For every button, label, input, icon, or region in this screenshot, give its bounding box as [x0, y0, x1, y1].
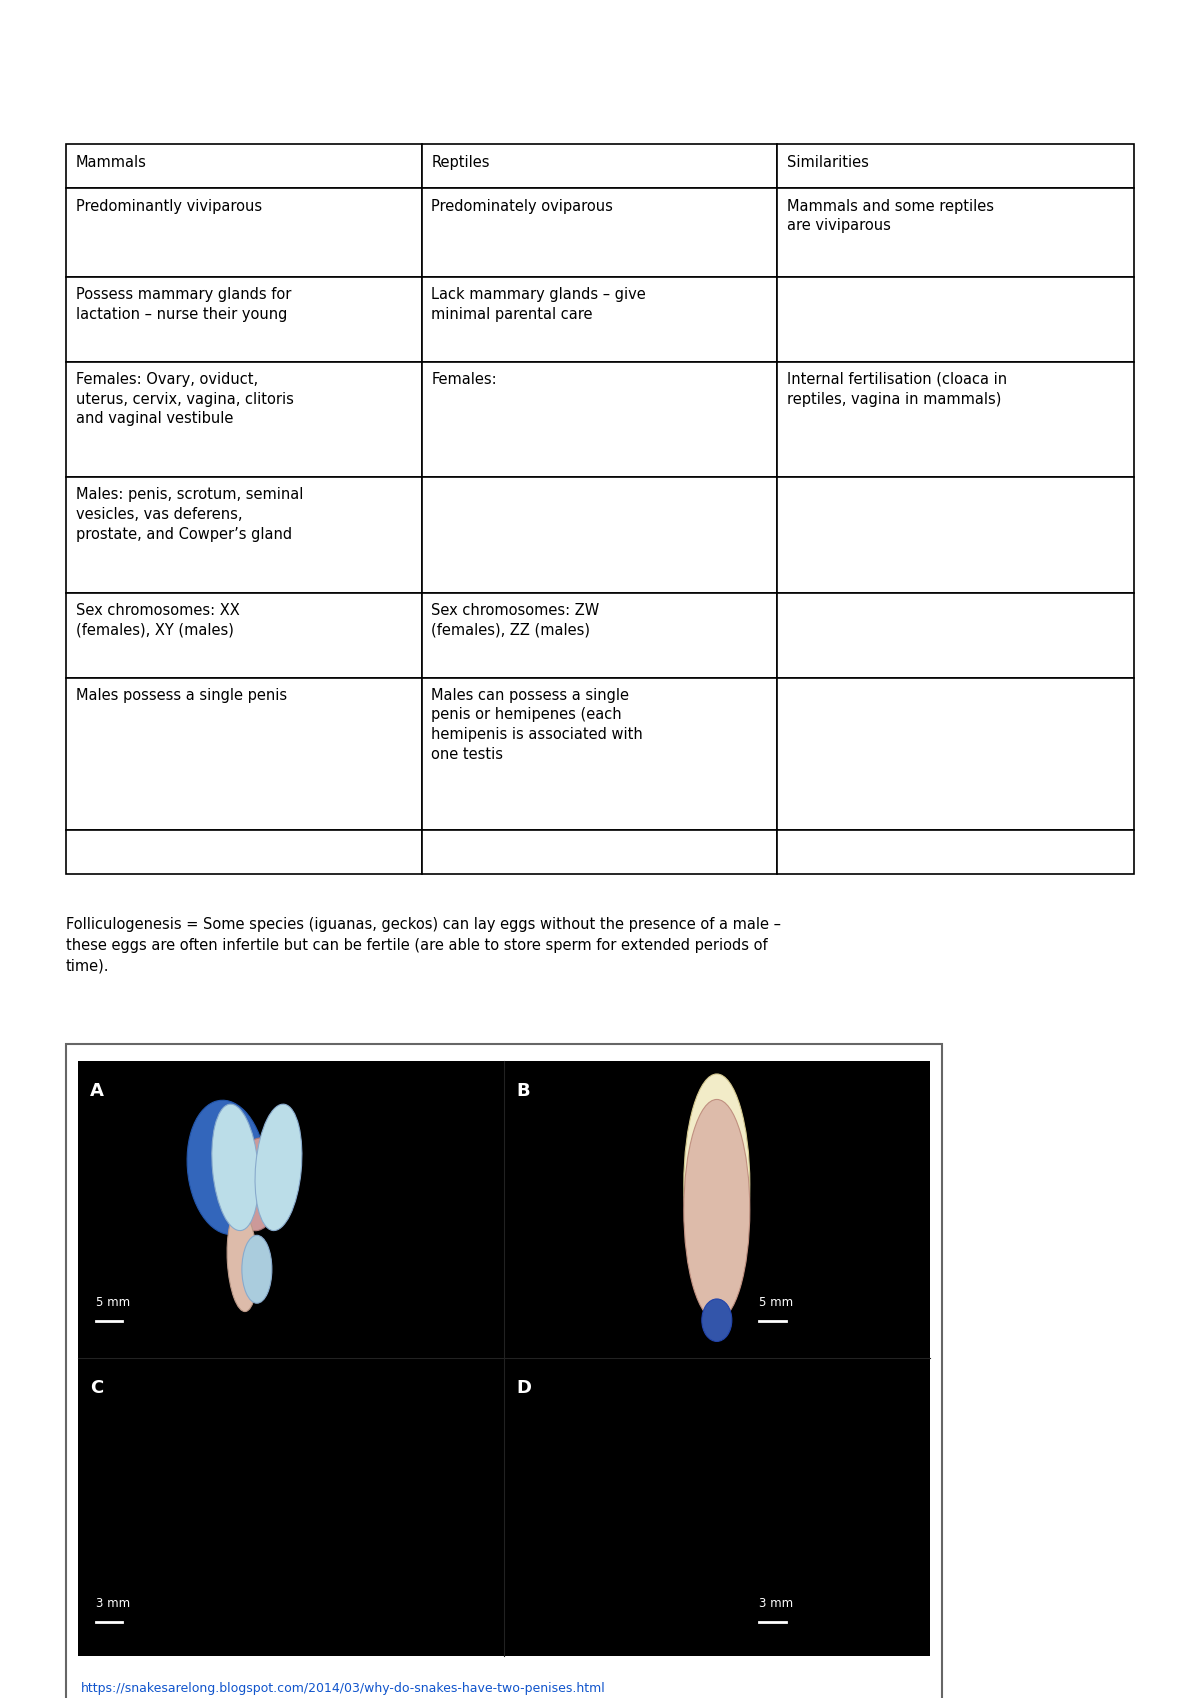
Bar: [778, 477, 1134, 593]
Text: Mammals: Mammals: [76, 155, 146, 170]
Text: Reptiles: Reptiles: [431, 155, 490, 170]
Ellipse shape: [234, 1138, 282, 1231]
Bar: [778, 830, 1134, 874]
Bar: [421, 144, 778, 188]
Bar: [66, 830, 421, 874]
Bar: [421, 477, 778, 593]
Ellipse shape: [242, 1236, 272, 1304]
Text: Folliculogenesis = Some species (iguanas, geckos) can lay eggs without the prese: Folliculogenesis = Some species (iguanas…: [66, 917, 781, 975]
Text: Similarities: Similarities: [787, 155, 869, 170]
Bar: [778, 144, 1134, 188]
Text: A: A: [90, 1082, 104, 1100]
Bar: [778, 593, 1134, 678]
Bar: [78, 1061, 930, 1656]
Text: Males: penis, scrotum, seminal
vesicles, vas deferens,
prostate, and Cowper’s gl: Males: penis, scrotum, seminal vesicles,…: [76, 487, 302, 542]
Text: Lack mammary glands – give
minimal parental care: Lack mammary glands – give minimal paren…: [431, 287, 646, 321]
Text: Mammals and some reptiles
are viviparous: Mammals and some reptiles are viviparous: [787, 199, 994, 233]
Text: Sex chromosomes: ZW
(females), ZZ (males): Sex chromosomes: ZW (females), ZZ (males…: [431, 603, 600, 637]
Ellipse shape: [256, 1104, 302, 1231]
Ellipse shape: [212, 1104, 259, 1231]
Bar: [66, 277, 421, 362]
Ellipse shape: [684, 1075, 750, 1296]
Bar: [778, 277, 1134, 362]
Text: Males can possess a single
penis or hemipenes (each
hemipenis is associated with: Males can possess a single penis or hemi…: [431, 688, 643, 762]
Bar: [421, 188, 778, 277]
Bar: [66, 593, 421, 678]
Text: Males possess a single penis: Males possess a single penis: [76, 688, 287, 703]
Text: 3 mm: 3 mm: [760, 1596, 793, 1610]
Text: Females:: Females:: [431, 372, 497, 387]
Text: C: C: [90, 1379, 103, 1397]
Bar: [421, 593, 778, 678]
Text: 5 mm: 5 mm: [760, 1296, 793, 1309]
Bar: [421, 277, 778, 362]
Bar: [66, 144, 421, 188]
Bar: [66, 362, 421, 477]
Bar: [778, 678, 1134, 830]
Ellipse shape: [227, 1211, 258, 1311]
Bar: [66, 188, 421, 277]
Text: Females: Ovary, oviduct,
uterus, cervix, vagina, clitoris
and vaginal vestibule: Females: Ovary, oviduct, uterus, cervix,…: [76, 372, 294, 426]
Text: Possess mammary glands for
lactation – nurse their young: Possess mammary glands for lactation – n…: [76, 287, 290, 321]
Text: B: B: [516, 1082, 529, 1100]
Ellipse shape: [702, 1299, 732, 1341]
Bar: [66, 477, 421, 593]
Text: Sex chromosomes: XX
(females), XY (males): Sex chromosomes: XX (females), XY (males…: [76, 603, 239, 637]
Bar: [778, 188, 1134, 277]
Bar: [778, 362, 1134, 477]
Bar: [421, 830, 778, 874]
Text: Internal fertilisation (cloaca in
reptiles, vagina in mammals): Internal fertilisation (cloaca in reptil…: [787, 372, 1007, 406]
Ellipse shape: [684, 1100, 750, 1321]
Text: 3 mm: 3 mm: [96, 1596, 130, 1610]
Text: Predominantly viviparous: Predominantly viviparous: [76, 199, 262, 214]
Ellipse shape: [187, 1100, 266, 1234]
Bar: [421, 362, 778, 477]
Bar: [421, 678, 778, 830]
Bar: [66, 678, 421, 830]
Text: D: D: [516, 1379, 530, 1397]
Text: 5 mm: 5 mm: [96, 1296, 130, 1309]
Bar: [66, 1044, 942, 1698]
Text: Predominately oviparous: Predominately oviparous: [431, 199, 613, 214]
Text: https://snakesarelong.blogspot.com/2014/03/why-do-snakes-have-two-penises.html: https://snakesarelong.blogspot.com/2014/…: [80, 1681, 605, 1695]
